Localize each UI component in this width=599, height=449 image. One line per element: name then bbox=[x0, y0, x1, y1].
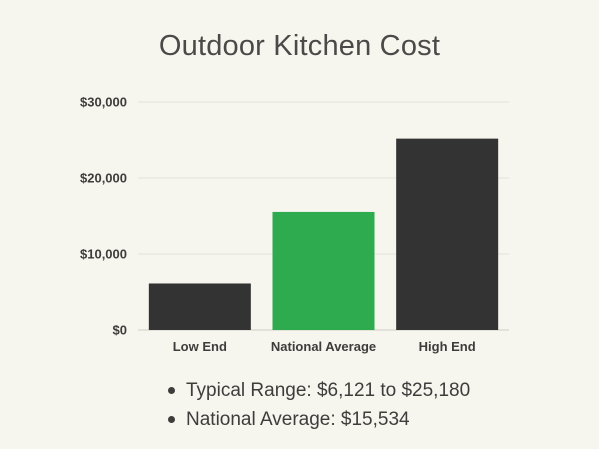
bullet-icon bbox=[168, 416, 175, 423]
bar bbox=[272, 211, 375, 330]
bar bbox=[148, 283, 251, 330]
x-tick-label: High End bbox=[419, 339, 476, 354]
y-axis-tick-labels: $0 $10,000 $20,000 $30,000 bbox=[80, 95, 127, 338]
bars bbox=[148, 138, 499, 330]
summary-text: National Average: $15,534 bbox=[186, 409, 410, 430]
x-axis-tick-labels: Low End National Average High End bbox=[173, 339, 476, 354]
chart-title: Outdoor Kitchen Cost bbox=[158, 30, 441, 62]
summary-text: Typical Range: $6,121 to $25,180 bbox=[186, 380, 471, 401]
x-tick-label: Low End bbox=[173, 339, 227, 354]
bullet-icon bbox=[168, 387, 175, 394]
summary-item-typical-range: Typical Range: $6,121 to $25,180 bbox=[168, 376, 470, 405]
y-tick-label: $10,000 bbox=[80, 247, 127, 262]
y-tick-label: $30,000 bbox=[80, 95, 127, 110]
bar bbox=[396, 138, 499, 330]
summary-list: Typical Range: $6,121 to $25,180 Nationa… bbox=[168, 376, 470, 434]
x-tick-label: National Average bbox=[271, 339, 376, 354]
y-tick-label: $0 bbox=[113, 323, 127, 338]
y-tick-label: $20,000 bbox=[80, 171, 127, 186]
summary-item-national-average: National Average: $15,534 bbox=[168, 405, 470, 434]
